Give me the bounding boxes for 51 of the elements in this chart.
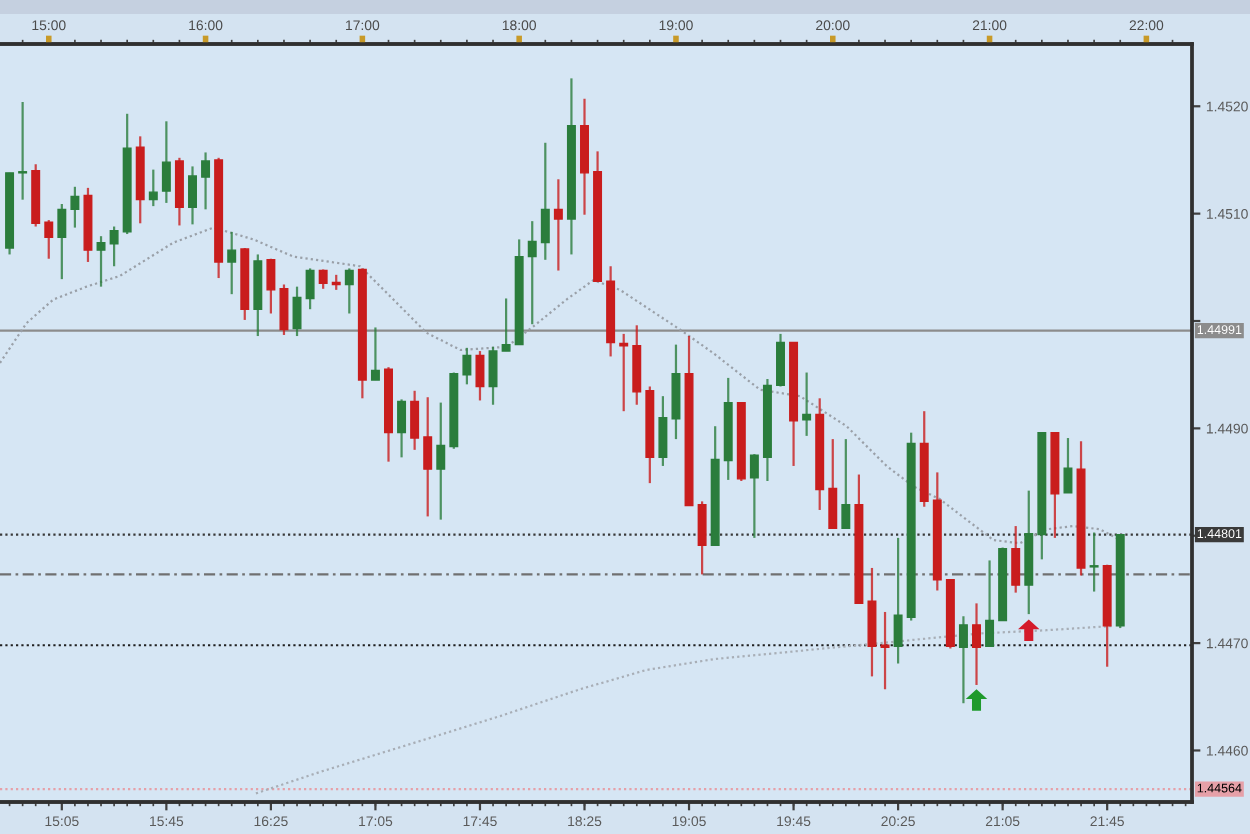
line-series	[0, 226, 1122, 545]
candlestick	[972, 602, 981, 687]
candlestick	[292, 285, 302, 338]
candlestick	[109, 225, 119, 268]
candlestick	[632, 324, 642, 406]
candlestick	[370, 326, 380, 382]
candlestick	[344, 267, 354, 315]
candlestick	[841, 437, 851, 530]
candlestick	[488, 345, 498, 406]
candlestick	[96, 235, 106, 288]
candlestick	[697, 500, 707, 576]
candlestick	[410, 389, 420, 451]
candlestick	[985, 559, 995, 648]
candlestick	[318, 268, 328, 290]
candlestick	[540, 141, 550, 261]
candlestick	[580, 97, 589, 216]
candlestick	[44, 218, 54, 260]
candlestick	[619, 332, 629, 413]
candlestick	[70, 185, 80, 229]
candlestick	[553, 178, 563, 272]
candlestick	[749, 453, 759, 539]
candlestick	[893, 536, 903, 665]
candlestick	[201, 151, 211, 211]
candlestick	[828, 437, 838, 530]
candlestick	[57, 202, 67, 281]
candlestick	[671, 343, 681, 441]
candlestick	[501, 297, 511, 353]
candlestick	[1063, 436, 1073, 494]
candlestick	[423, 396, 433, 518]
candlestick	[188, 165, 197, 226]
candlestick	[802, 371, 812, 437]
candlestick	[776, 332, 785, 388]
candlestick	[266, 257, 276, 315]
candlestick	[227, 230, 237, 296]
candlestick	[880, 610, 890, 691]
candlestick	[148, 168, 158, 208]
candlestick	[867, 566, 877, 678]
candlestick	[436, 401, 446, 521]
candlestick	[958, 615, 968, 705]
candlestick	[658, 395, 668, 468]
candlestick	[462, 346, 472, 386]
candlestick	[1089, 531, 1099, 593]
candlestick	[475, 349, 485, 402]
candlestick	[174, 156, 184, 227]
candlestick	[305, 267, 315, 311]
candlestick	[527, 220, 537, 326]
candlestick	[397, 398, 407, 459]
candlestick	[18, 100, 28, 201]
candlestick	[279, 283, 289, 337]
candlestick	[161, 120, 171, 205]
candlestick	[1011, 524, 1021, 594]
